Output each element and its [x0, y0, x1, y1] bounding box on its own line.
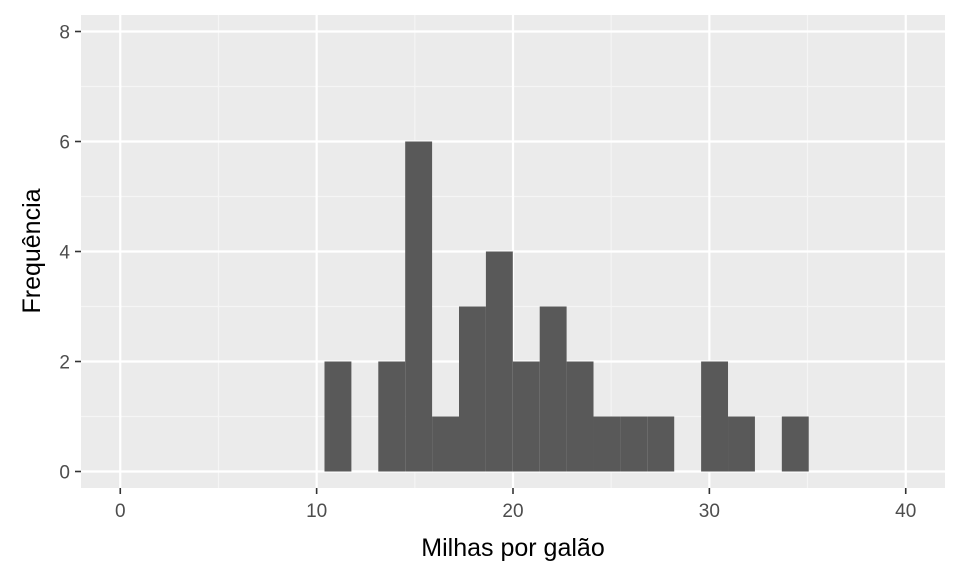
- histogram-bar: [485, 251, 513, 472]
- histogram-bar: [620, 416, 648, 472]
- histogram-bar: [728, 416, 755, 472]
- x-tick-label: 20: [502, 501, 523, 522]
- histogram-bar: [459, 306, 486, 472]
- x-tick-label: 30: [699, 501, 720, 522]
- histogram-bar: [378, 361, 406, 472]
- histogram-bar: [432, 416, 459, 472]
- x-tick-label: 10: [306, 501, 327, 522]
- x-axis: 0 10 20 30 40: [115, 488, 916, 522]
- histogram-bar: [405, 141, 433, 472]
- histogram-bar: [701, 361, 729, 472]
- x-tick-label: 40: [895, 501, 916, 522]
- histogram-bar: [593, 416, 621, 472]
- y-tick-label: 2: [59, 353, 70, 374]
- y-tick-label: 0: [59, 463, 70, 484]
- y-tick-label: 8: [59, 23, 70, 44]
- y-axis-title: Frequência: [18, 188, 46, 313]
- x-axis-title: Milhas por galão: [421, 534, 604, 562]
- y-tick-label: 6: [59, 133, 70, 154]
- y-tick-label: 4: [59, 243, 70, 264]
- y-axis: 0 2 4 6 8: [59, 23, 81, 484]
- histogram-bar: [566, 361, 594, 472]
- histogram-bar: [539, 306, 567, 472]
- x-tick-label: 0: [115, 501, 126, 522]
- histogram-bars: [324, 141, 809, 472]
- histogram-bar: [324, 361, 352, 472]
- histogram-bar: [512, 361, 540, 472]
- histogram-bar: [647, 416, 675, 472]
- histogram-bar: [781, 416, 809, 472]
